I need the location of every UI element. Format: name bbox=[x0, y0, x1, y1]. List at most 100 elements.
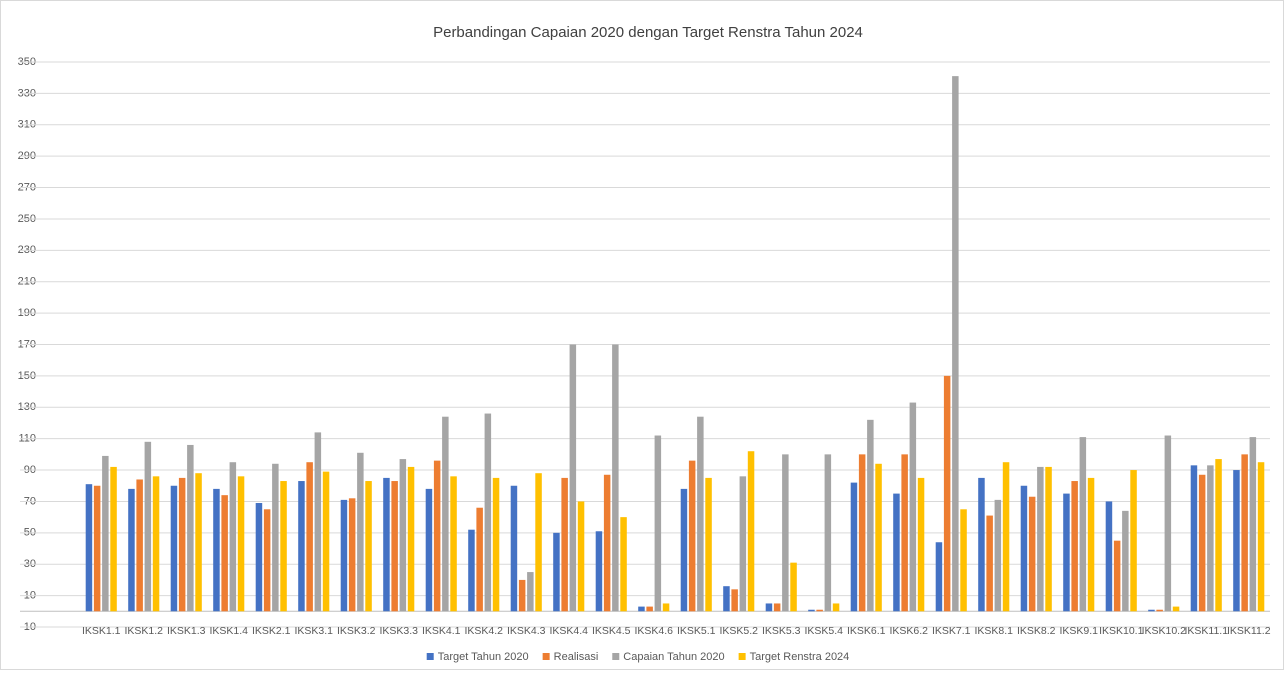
legend-label: Realisasi bbox=[554, 651, 599, 663]
bar bbox=[178, 477, 186, 612]
x-tick-label: IKSK1.2 bbox=[124, 625, 163, 637]
x-tick-label: IKSK5.2 bbox=[719, 625, 758, 637]
x-tick-label: IKSK1.1 bbox=[82, 625, 121, 637]
bar bbox=[1164, 435, 1172, 612]
bar bbox=[917, 477, 925, 612]
bar bbox=[340, 499, 348, 612]
bar bbox=[255, 503, 263, 612]
bar bbox=[901, 454, 908, 612]
bar bbox=[952, 76, 959, 612]
bar bbox=[935, 542, 943, 612]
bar bbox=[1233, 470, 1240, 612]
bar bbox=[229, 462, 237, 612]
bar bbox=[280, 481, 287, 612]
bar bbox=[535, 473, 542, 612]
x-tick-label: IKSK3.2 bbox=[337, 625, 376, 637]
x-tick-label: IKSK4.3 bbox=[507, 625, 546, 637]
bar bbox=[1105, 501, 1113, 612]
bar bbox=[612, 344, 619, 612]
bar bbox=[773, 603, 781, 612]
bar bbox=[1071, 481, 1078, 612]
bar bbox=[306, 462, 313, 612]
x-tick-label: IKSK10.1 bbox=[1099, 625, 1144, 637]
x-tick-label: IKSK10.2 bbox=[1142, 625, 1187, 637]
bar bbox=[322, 471, 330, 612]
bar bbox=[1079, 437, 1087, 612]
bar bbox=[731, 589, 738, 612]
bar bbox=[518, 579, 526, 612]
bar bbox=[510, 485, 518, 612]
bar bbox=[85, 484, 93, 612]
bar bbox=[110, 466, 117, 612]
bar bbox=[960, 509, 967, 612]
bar bbox=[1249, 437, 1257, 612]
bar bbox=[492, 477, 500, 612]
bar bbox=[875, 463, 882, 612]
x-tick-label: IKSK3.1 bbox=[294, 625, 333, 637]
x-tick-label: IKSK4.2 bbox=[464, 625, 503, 637]
x-tick-label: IKSK6.2 bbox=[889, 625, 928, 637]
bar bbox=[561, 477, 568, 612]
bar bbox=[425, 488, 433, 612]
bar bbox=[1130, 470, 1137, 612]
bar bbox=[909, 402, 917, 612]
x-tick-label: IKSK11.2 bbox=[1227, 625, 1271, 637]
bar bbox=[1020, 485, 1028, 612]
bar bbox=[986, 515, 993, 612]
bar bbox=[620, 517, 627, 612]
chart-title: Perbandingan Capaian 2020 dengan Target … bbox=[433, 24, 863, 41]
bar bbox=[136, 479, 143, 612]
x-tick-label: IKSK9.1 bbox=[1059, 625, 1098, 637]
bar bbox=[782, 454, 789, 612]
bar bbox=[195, 473, 202, 612]
bar bbox=[484, 413, 492, 612]
bar bbox=[705, 477, 712, 612]
bar bbox=[468, 529, 475, 612]
bar bbox=[314, 432, 322, 612]
bar bbox=[638, 606, 645, 612]
bar bbox=[569, 344, 577, 612]
bar bbox=[747, 451, 755, 612]
x-tick-label: IKSK1.4 bbox=[209, 625, 248, 637]
x-tick-label: IKSK11.1 bbox=[1184, 625, 1228, 637]
bar bbox=[365, 481, 372, 612]
legend-swatch bbox=[426, 653, 434, 660]
bar bbox=[221, 495, 228, 612]
bar bbox=[1122, 510, 1129, 612]
legend-label: Target Renstra 2024 bbox=[750, 651, 850, 663]
bar bbox=[654, 435, 662, 612]
bar bbox=[824, 454, 832, 612]
bar bbox=[595, 531, 603, 612]
bar bbox=[237, 476, 245, 612]
x-tick-label: IKSK1.3 bbox=[167, 625, 206, 637]
x-tick-label: IKSK8.2 bbox=[1017, 625, 1056, 637]
bar bbox=[102, 455, 109, 612]
x-tick-label: IKSK2.1 bbox=[252, 625, 291, 637]
bar bbox=[646, 606, 653, 612]
bar bbox=[1148, 609, 1155, 612]
bar bbox=[152, 476, 160, 612]
bar bbox=[688, 460, 696, 612]
bar bbox=[93, 485, 101, 612]
bar bbox=[213, 488, 220, 612]
bar bbox=[1028, 496, 1036, 612]
x-tick-label: IKSK5.3 bbox=[762, 625, 801, 637]
x-tick-label: IKSK8.1 bbox=[974, 625, 1013, 637]
legend-swatch bbox=[738, 653, 746, 660]
legend-label: Target Tahun 2020 bbox=[438, 651, 529, 663]
bar bbox=[603, 474, 611, 612]
bar bbox=[383, 477, 390, 612]
bar bbox=[357, 452, 364, 612]
x-tick-label: IKSK3.3 bbox=[379, 625, 418, 637]
bar bbox=[1190, 465, 1198, 612]
bar bbox=[1037, 466, 1044, 612]
bar bbox=[867, 419, 874, 612]
bar bbox=[298, 481, 305, 612]
x-tick-label: IKSK4.5 bbox=[592, 625, 631, 637]
bar bbox=[272, 463, 279, 612]
bar bbox=[1241, 454, 1248, 612]
x-tick-label: IKSK5.1 bbox=[677, 625, 716, 637]
bar bbox=[680, 488, 688, 612]
bar bbox=[893, 493, 900, 612]
bar bbox=[128, 488, 135, 612]
